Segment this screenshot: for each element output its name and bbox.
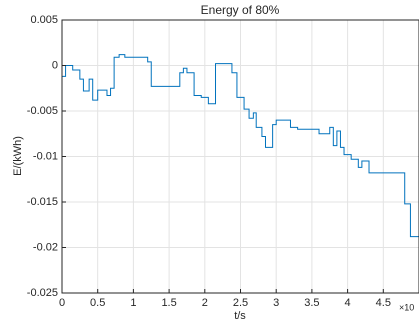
x-tick-label: 1.5 <box>161 297 176 309</box>
x-tick-label: 4.5 <box>376 297 391 309</box>
data-line <box>62 54 419 238</box>
x-tick-label: 2 <box>202 297 208 309</box>
y-tick-label: -0.005 <box>27 105 58 117</box>
y-tick-label: -0.015 <box>27 196 58 208</box>
y-tick-label: -0.01 <box>33 150 58 162</box>
y-tick-label: -0.02 <box>33 241 58 253</box>
x-tick-label: 2.5 <box>233 297 248 309</box>
x-tick-label: 1 <box>130 297 136 309</box>
x-tick-label: 3 <box>273 297 279 309</box>
x-exponent: ×10 <box>399 302 414 312</box>
y-tick-label: -0.025 <box>27 287 58 299</box>
chart-title: Energy of 80% <box>201 3 280 17</box>
x-axis-label: t/s <box>234 310 246 322</box>
x-tick-label: 3.5 <box>304 297 319 309</box>
y-tick-label: 0 <box>52 59 58 71</box>
y-tick-label: 0.005 <box>30 14 58 26</box>
x-tick-label: 0.5 <box>90 297 105 309</box>
x-tick-label: 0 <box>59 297 65 309</box>
y-axis-label: E/(kWh) <box>12 136 24 176</box>
x-tick-label: 4 <box>345 297 351 309</box>
